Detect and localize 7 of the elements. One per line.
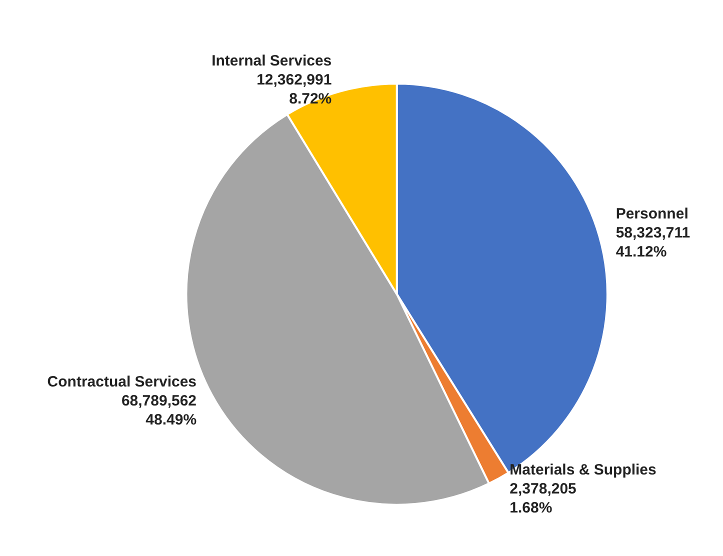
slice-label: Personnel: [616, 205, 688, 222]
data-label: 2,378,205 1.68%: [510, 480, 576, 516]
slice-label: Internal Services: [212, 52, 332, 70]
slice-label: Materials & Supplies: [510, 461, 656, 478]
data-label: 58,323,711 41.12%: [616, 224, 690, 260]
slice-label: Contractual Services: [47, 373, 197, 390]
data-label: 68,789,562 48.49%: [121, 392, 197, 428]
